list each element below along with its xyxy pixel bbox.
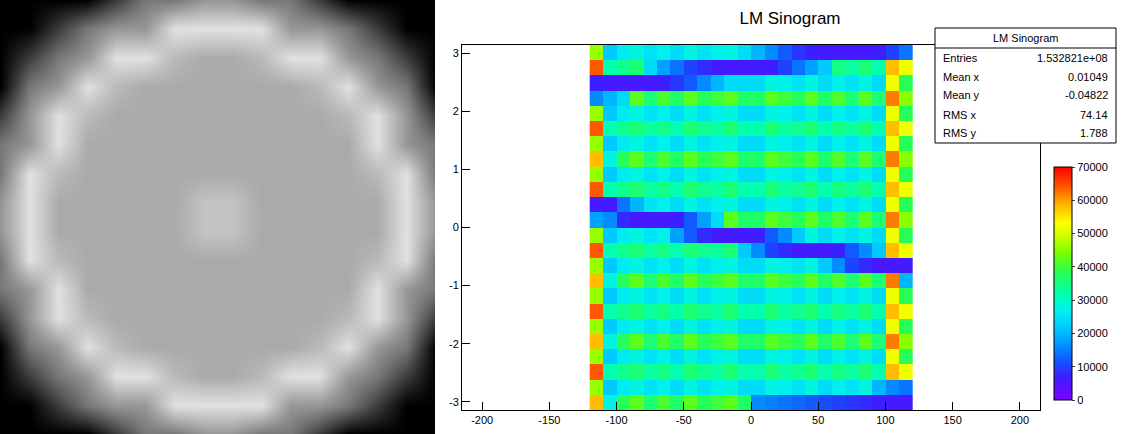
svg-text:60000: 60000 <box>1077 194 1108 206</box>
svg-text:-150: -150 <box>538 414 560 426</box>
svg-text:Mean y: Mean y <box>943 89 980 101</box>
svg-text:74.14: 74.14 <box>1080 109 1108 121</box>
svg-text:Mean x: Mean x <box>943 71 980 83</box>
svg-text:2: 2 <box>453 105 459 117</box>
svg-text:0.01049: 0.01049 <box>1068 71 1108 83</box>
svg-text:150: 150 <box>943 414 961 426</box>
svg-text:30000: 30000 <box>1077 294 1108 306</box>
svg-text:-200: -200 <box>471 414 493 426</box>
svg-text:LM Sinogram: LM Sinogram <box>739 9 840 28</box>
svg-text:0: 0 <box>453 221 459 233</box>
svg-text:-100: -100 <box>606 414 628 426</box>
svg-text:50: 50 <box>812 414 824 426</box>
svg-text:200: 200 <box>1011 414 1029 426</box>
svg-text:70000: 70000 <box>1077 161 1108 173</box>
svg-text:50000: 50000 <box>1077 227 1108 239</box>
svg-text:RMS y: RMS y <box>943 127 977 139</box>
svg-text:20000: 20000 <box>1077 327 1108 339</box>
svg-text:-3: -3 <box>449 396 459 408</box>
svg-text:100: 100 <box>876 414 894 426</box>
svg-text:-1: -1 <box>449 279 459 291</box>
svg-text:1.532821e+08: 1.532821e+08 <box>1037 52 1108 64</box>
svg-text:40000: 40000 <box>1077 261 1108 273</box>
svg-text:-2: -2 <box>449 338 459 350</box>
svg-text:RMS x: RMS x <box>943 109 977 121</box>
svg-text:-50: -50 <box>676 414 692 426</box>
svg-text:0: 0 <box>748 414 754 426</box>
svg-text:3: 3 <box>453 47 459 59</box>
svg-text:-0.04822: -0.04822 <box>1065 89 1108 101</box>
svg-text:10000: 10000 <box>1077 361 1108 373</box>
svg-text:Entries: Entries <box>943 52 978 64</box>
svg-text:1: 1 <box>453 163 459 175</box>
svg-text:0: 0 <box>1077 394 1083 406</box>
svg-text:1.788: 1.788 <box>1080 127 1108 139</box>
svg-text:LM Sinogram: LM Sinogram <box>993 32 1058 44</box>
